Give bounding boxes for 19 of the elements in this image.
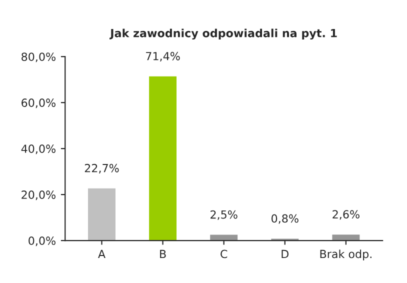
x-tick-label: Brak odp. xyxy=(320,250,372,260)
chart-title: Jak zawodnicy odpowiadali na pyt. 1 xyxy=(110,28,337,40)
y-tick-label: 20,0% xyxy=(22,190,56,200)
bar xyxy=(332,234,360,241)
y-tick-label: 80,0% xyxy=(22,52,56,62)
y-tick-label: 60,0% xyxy=(22,98,56,108)
data-label: 2,5% xyxy=(210,210,238,220)
data-label: 22,7% xyxy=(84,164,119,174)
x-tick-label: B xyxy=(160,250,166,258)
data-label: 71,4% xyxy=(146,52,180,62)
x-tick-label: C xyxy=(220,250,228,258)
bar xyxy=(149,76,177,241)
y-tick-label: 40,0% xyxy=(21,144,56,154)
data-label: 2,6% xyxy=(332,210,360,220)
x-tick-label: D xyxy=(282,250,289,258)
x-tick-label: A xyxy=(98,250,106,258)
data-label: 0,8% xyxy=(272,214,298,224)
y-tick-label: 0,0% xyxy=(28,236,56,246)
bar xyxy=(88,188,116,241)
